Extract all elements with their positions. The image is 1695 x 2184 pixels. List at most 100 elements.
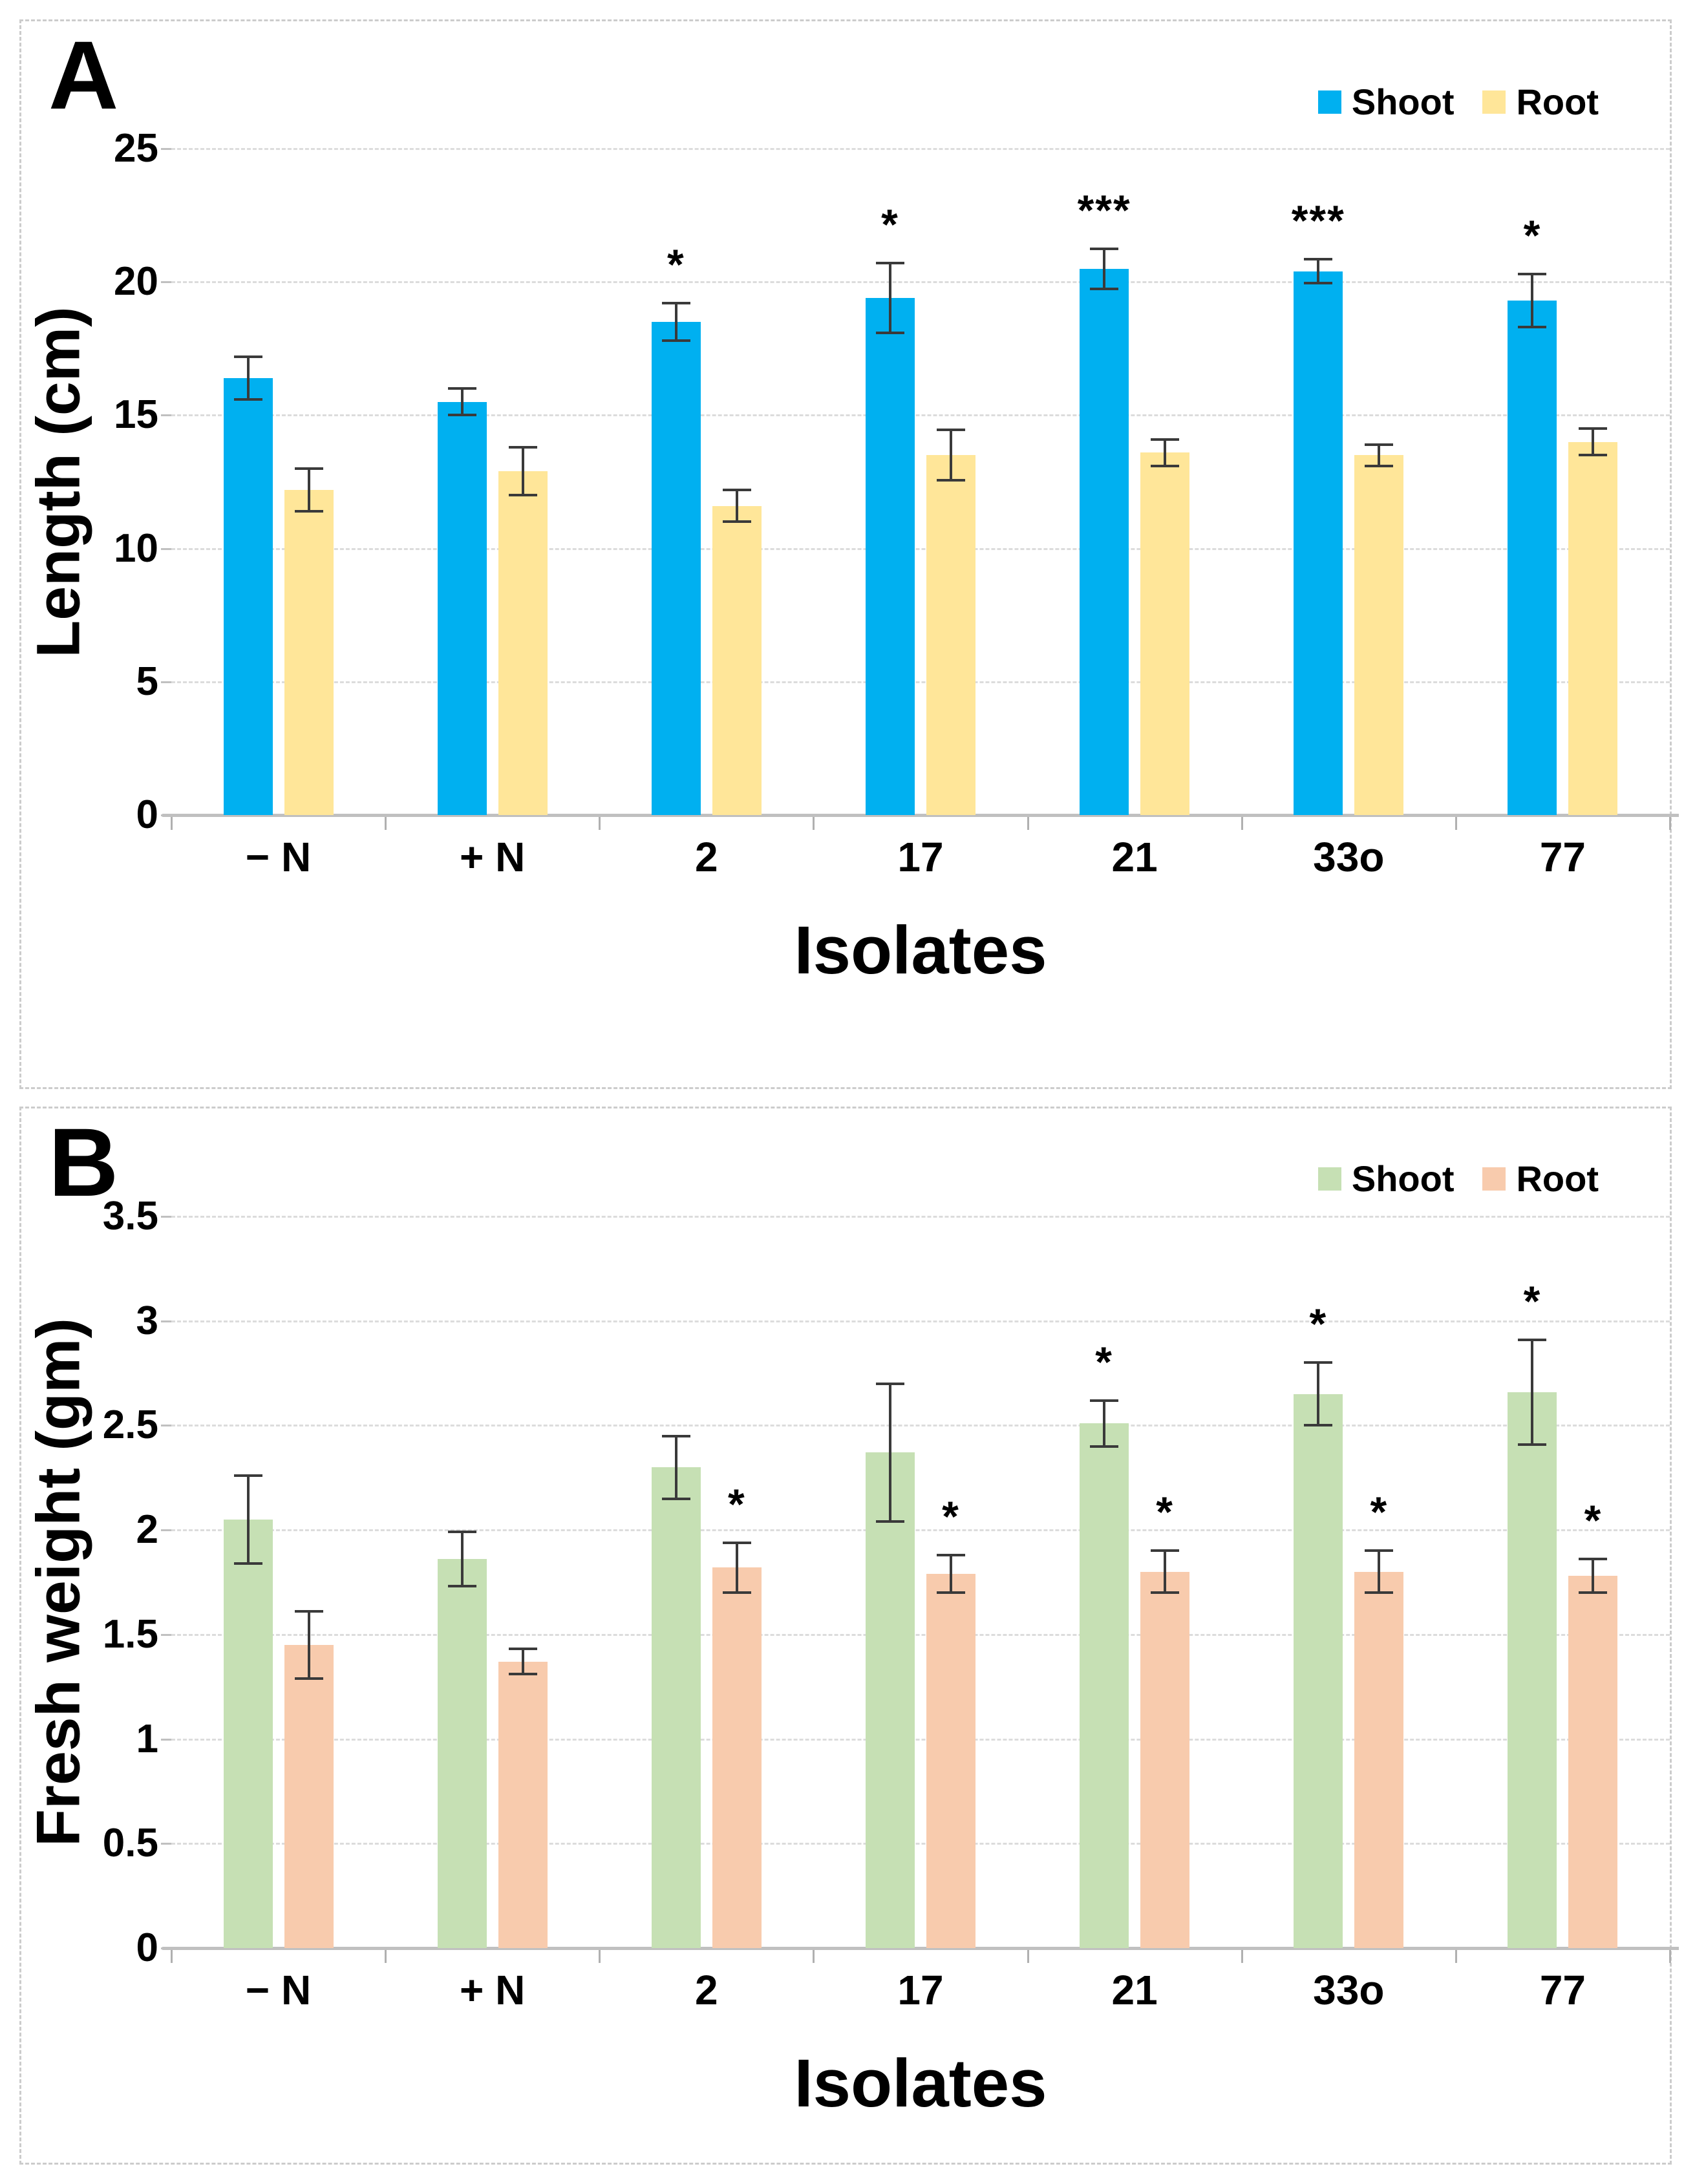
panel-b: B Shoot Root Fresh weight (gm) 0 0.5 1 1.5 2… xyxy=(19,1107,1679,2165)
y-axis-title-a: Length (cm) xyxy=(24,306,93,658)
error-bar xyxy=(1164,1551,1167,1593)
y-tick-mark xyxy=(161,681,171,683)
x-tick-mark xyxy=(599,817,601,830)
y-axis-title-b: Fresh weight (gm) xyxy=(24,1317,93,1847)
y-tick-label: 2.5 xyxy=(102,1403,158,1448)
error-bar-cap-top xyxy=(876,1382,904,1385)
significance-label: * xyxy=(1523,1277,1542,1325)
bar-shoot xyxy=(437,401,487,815)
bar-shoot xyxy=(1508,1392,1557,1948)
y-tick-mark xyxy=(161,1529,171,1532)
panel-a-letter: A xyxy=(48,21,119,129)
error-bar-cap-top xyxy=(233,1474,262,1478)
shoot-swatch-icon xyxy=(1317,1167,1341,1191)
error-bar-cap-bottom xyxy=(722,520,751,524)
error-bar-cap-bottom xyxy=(508,1673,537,1676)
y-tick-label: 0 xyxy=(136,792,158,837)
x-tick-label: 21 xyxy=(1111,834,1158,880)
error-bar-cap-bottom xyxy=(233,398,262,401)
error-bar xyxy=(1531,273,1534,328)
significance-label: * xyxy=(1156,1488,1174,1536)
y-tick-mark xyxy=(161,1320,171,1322)
error-bar-cap-bottom xyxy=(508,494,537,497)
bar-root xyxy=(498,471,548,815)
error-bar-cap-top xyxy=(1304,258,1333,261)
error-bar xyxy=(307,1611,310,1679)
significance-label: * xyxy=(1309,1300,1328,1348)
x-axis-line xyxy=(162,814,1679,817)
error-bar xyxy=(1317,259,1320,284)
bar-shoot xyxy=(223,1519,273,1948)
legend-label-root: Root xyxy=(1516,81,1599,122)
bar-shoot xyxy=(223,377,273,815)
y-tick-label: 25 xyxy=(114,126,158,171)
error-bar-cap-top xyxy=(1365,1549,1394,1553)
error-bar-cap-top xyxy=(447,1531,476,1534)
error-bar xyxy=(460,1532,464,1587)
bar-root xyxy=(1354,1571,1404,1948)
error-bar-cap-bottom xyxy=(1365,464,1394,467)
significance-label: * xyxy=(1523,211,1542,259)
bar-root xyxy=(1140,1571,1190,1948)
error-bar-cap-bottom xyxy=(1304,1424,1333,1427)
x-tick-mark xyxy=(171,817,173,830)
bar-root xyxy=(926,455,975,815)
x-tick-mark xyxy=(171,1950,173,1963)
significance-label: * xyxy=(1095,1337,1113,1386)
bar-root xyxy=(1354,455,1404,815)
y-tick-label: 5 xyxy=(136,659,158,704)
error-bar-cap-top xyxy=(1518,272,1547,275)
y-tick-label: 3.5 xyxy=(102,1194,158,1238)
legend-item-shoot: Shoot xyxy=(1317,81,1454,123)
error-bar xyxy=(674,1436,677,1499)
error-bar xyxy=(1592,1559,1595,1593)
x-tick-mark xyxy=(1027,1950,1029,1963)
x-tick-mark xyxy=(599,1950,601,1963)
legend-label-root: Root xyxy=(1516,1158,1599,1199)
x-tick-label: 17 xyxy=(897,1967,944,2013)
error-bar xyxy=(950,430,952,481)
error-bar-cap-bottom xyxy=(1365,1591,1394,1595)
error-bar-cap-top xyxy=(233,355,262,358)
y-tick-mark xyxy=(161,1633,171,1636)
error-bar-cap-top xyxy=(1090,1399,1119,1402)
x-axis-title-a: Isolates xyxy=(794,913,1047,988)
y-tick-label: 10 xyxy=(114,525,158,571)
y-tick-mark xyxy=(161,1216,171,1218)
error-bar-cap-bottom xyxy=(937,1591,965,1595)
significance-label: * xyxy=(1584,1496,1603,1545)
legend-a: Shoot Root xyxy=(1317,81,1599,123)
bar-shoot xyxy=(866,1452,915,1948)
legend-b: Shoot Root xyxy=(1317,1158,1599,1200)
legend-item-shoot: Shoot xyxy=(1317,1158,1454,1200)
gridline xyxy=(171,1738,1670,1741)
error-bar-cap-bottom xyxy=(1151,464,1180,467)
gridline xyxy=(171,1843,1670,1845)
error-bar-cap-bottom xyxy=(661,339,690,342)
error-bar-cap-top xyxy=(722,1541,751,1544)
bar-shoot xyxy=(651,1467,701,1948)
bar-shoot xyxy=(866,297,915,815)
gridline xyxy=(171,1320,1670,1322)
error-bar-cap-top xyxy=(1304,1361,1333,1364)
y-tick-label: 0 xyxy=(136,1925,158,1970)
error-bar-cap-bottom xyxy=(1151,1591,1180,1595)
error-bar xyxy=(889,1383,891,1522)
y-tick-label: 3 xyxy=(136,1298,158,1343)
bar-shoot xyxy=(1294,271,1343,815)
bar-root xyxy=(712,1567,762,1948)
bar-shoot xyxy=(1080,268,1129,815)
gridline xyxy=(171,148,1670,150)
bar-shoot xyxy=(651,322,701,815)
x-tick-label: + N xyxy=(460,1967,526,2013)
y-tick-label: 1.5 xyxy=(102,1611,158,1657)
error-bar-cap-top xyxy=(1151,438,1180,441)
error-bar xyxy=(460,388,464,416)
bar-root xyxy=(284,1645,334,1948)
error-bar-cap-top xyxy=(508,1648,537,1651)
error-bar-cap-top xyxy=(1579,1558,1608,1561)
x-tick-mark xyxy=(1241,1950,1243,1963)
error-bar xyxy=(1164,439,1167,466)
error-bar-cap-top xyxy=(294,467,323,470)
error-bar xyxy=(246,1476,250,1564)
